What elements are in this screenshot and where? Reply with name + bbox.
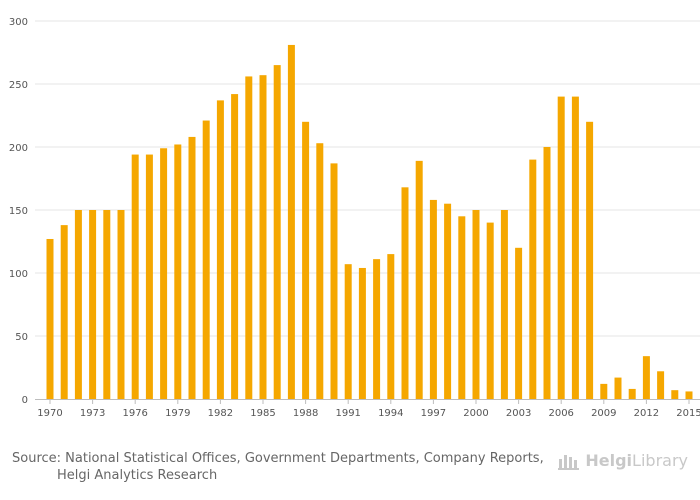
y-tick-label: 150 — [9, 206, 28, 217]
bar[interactable] — [373, 259, 381, 399]
bar[interactable] — [628, 388, 636, 399]
bar[interactable] — [657, 371, 665, 399]
y-tick-label: 50 — [15, 332, 28, 343]
bar[interactable] — [103, 210, 111, 399]
bar[interactable] — [287, 44, 295, 399]
x-tick-label: 1988 — [293, 408, 318, 419]
bar[interactable] — [358, 267, 366, 399]
bar[interactable] — [231, 94, 239, 399]
x-tick-label: 2015 — [676, 408, 700, 419]
bar[interactable] — [160, 148, 168, 399]
bar[interactable] — [500, 210, 508, 399]
bar[interactable] — [245, 76, 253, 399]
bar[interactable] — [344, 264, 352, 399]
bar-chart: 0 50 100 150 200 250 300 1970 1973 1976 1979 1982 19… — [9, 17, 700, 419]
bar[interactable] — [302, 121, 310, 400]
x-tick-label: 2000 — [463, 408, 488, 419]
bar[interactable] — [614, 377, 622, 399]
x-tick-label: 2009 — [591, 408, 616, 419]
x-tick-label: 1991 — [335, 408, 360, 419]
building-icon — [558, 454, 580, 470]
bar[interactable] — [600, 383, 608, 399]
x-tick-label: 1985 — [250, 408, 275, 419]
x-tick-label: 1982 — [208, 408, 233, 419]
bar[interactable] — [557, 96, 565, 399]
y-tick-label: 200 — [9, 143, 28, 154]
bar[interactable] — [458, 216, 466, 399]
bar[interactable] — [444, 203, 452, 399]
bar[interactable] — [586, 121, 594, 400]
bar[interactable] — [571, 96, 579, 399]
bar[interactable] — [316, 143, 324, 399]
y-tick-label: 250 — [9, 80, 28, 91]
x-tick-label: 2006 — [548, 408, 573, 419]
x-tick-label: 1970 — [37, 408, 62, 419]
brand-name-regular: Library — [632, 451, 688, 470]
bar[interactable] — [89, 210, 97, 399]
bar[interactable] — [685, 391, 693, 399]
x-tick-label: 1997 — [421, 408, 446, 419]
bar[interactable] — [202, 120, 210, 399]
source-line-1: Source: National Statistical Offices, Go… — [12, 451, 544, 466]
bar[interactable] — [174, 144, 182, 399]
source-note: Source: National Statistical Offices, Go… — [12, 450, 544, 484]
y-tick-label: 300 — [9, 17, 28, 28]
bar[interactable] — [216, 100, 224, 399]
y-tick-label: 100 — [9, 269, 28, 280]
bar[interactable] — [529, 159, 537, 399]
bar[interactable] — [671, 390, 679, 399]
x-tick-label: 2003 — [506, 408, 531, 419]
bar[interactable] — [273, 65, 281, 399]
bar[interactable] — [131, 154, 139, 399]
bar[interactable] — [145, 154, 153, 399]
bar[interactable] — [259, 75, 267, 400]
bar[interactable] — [429, 199, 437, 399]
x-tick-label: 1994 — [378, 408, 403, 419]
bar[interactable] — [486, 222, 494, 399]
bar[interactable] — [46, 238, 54, 399]
bar[interactable] — [117, 210, 125, 399]
bar[interactable] — [515, 247, 523, 399]
source-line-2: Helgi Analytics Research — [57, 468, 218, 483]
bar[interactable] — [415, 160, 423, 399]
x-tick-label: 1979 — [165, 408, 190, 419]
bar[interactable] — [330, 163, 338, 399]
bar[interactable] — [642, 356, 650, 399]
x-tick-label: 1973 — [80, 408, 105, 419]
bar[interactable] — [543, 147, 551, 399]
brand-name-bold: Helgi — [585, 451, 633, 470]
bar[interactable] — [472, 210, 480, 399]
x-tick-label: 2012 — [634, 408, 659, 419]
y-tick-label: 0 — [22, 395, 28, 406]
bar[interactable] — [74, 210, 82, 399]
bar[interactable] — [387, 254, 395, 399]
x-tick-label: 1976 — [122, 408, 147, 419]
bar[interactable] — [401, 187, 409, 399]
bar[interactable] — [188, 136, 196, 400]
bar[interactable] — [60, 225, 68, 399]
helgi-library-logo: Helgi Library — [558, 451, 688, 470]
